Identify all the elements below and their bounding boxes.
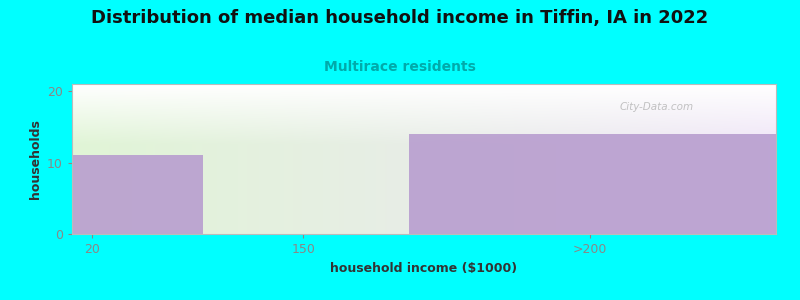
Bar: [409, 134, 776, 234]
Text: Distribution of median household income in Tiffin, IA in 2022: Distribution of median household income …: [91, 9, 709, 27]
Bar: [72, 155, 202, 234]
Text: Multirace residents: Multirace residents: [324, 60, 476, 74]
X-axis label: household income ($1000): household income ($1000): [330, 262, 518, 275]
Y-axis label: households: households: [29, 119, 42, 199]
Text: City-Data.com: City-Data.com: [619, 101, 694, 112]
